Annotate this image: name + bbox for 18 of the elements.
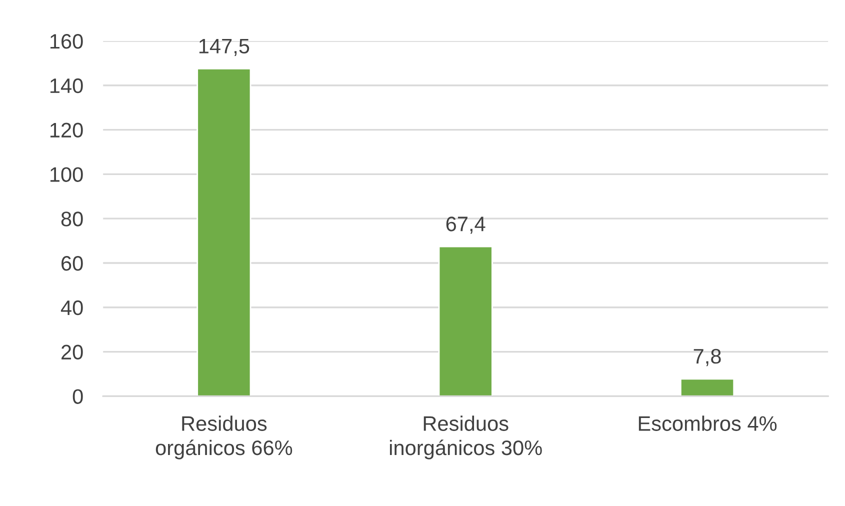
y-tick-label: 20: [62, 344, 83, 360]
y-tick-label: 120: [50, 122, 83, 138]
y-tick-label: 0: [72, 389, 83, 404]
x-tick-label: Residuos orgánicos 66%: [156, 416, 292, 460]
data-label: 147,5: [199, 38, 250, 56]
y-tick-label: 140: [50, 78, 83, 94]
x-tick-label: Escombros 4%: [638, 416, 777, 431]
y-tick-label: 80: [61, 212, 83, 226]
y-tick-label: 100: [50, 167, 83, 182]
data-label: 7,8: [694, 348, 721, 366]
bar: [196, 68, 252, 396]
bar: [680, 378, 735, 396]
data-label: 67,4: [446, 216, 486, 234]
y-tick-label: 160: [50, 34, 83, 49]
x-tick-label: Residuos inorgánicos 30%: [390, 416, 542, 460]
y-tick-label: 60: [62, 256, 83, 271]
bar: [438, 246, 493, 396]
y-tick-label: 40: [60, 300, 83, 316]
